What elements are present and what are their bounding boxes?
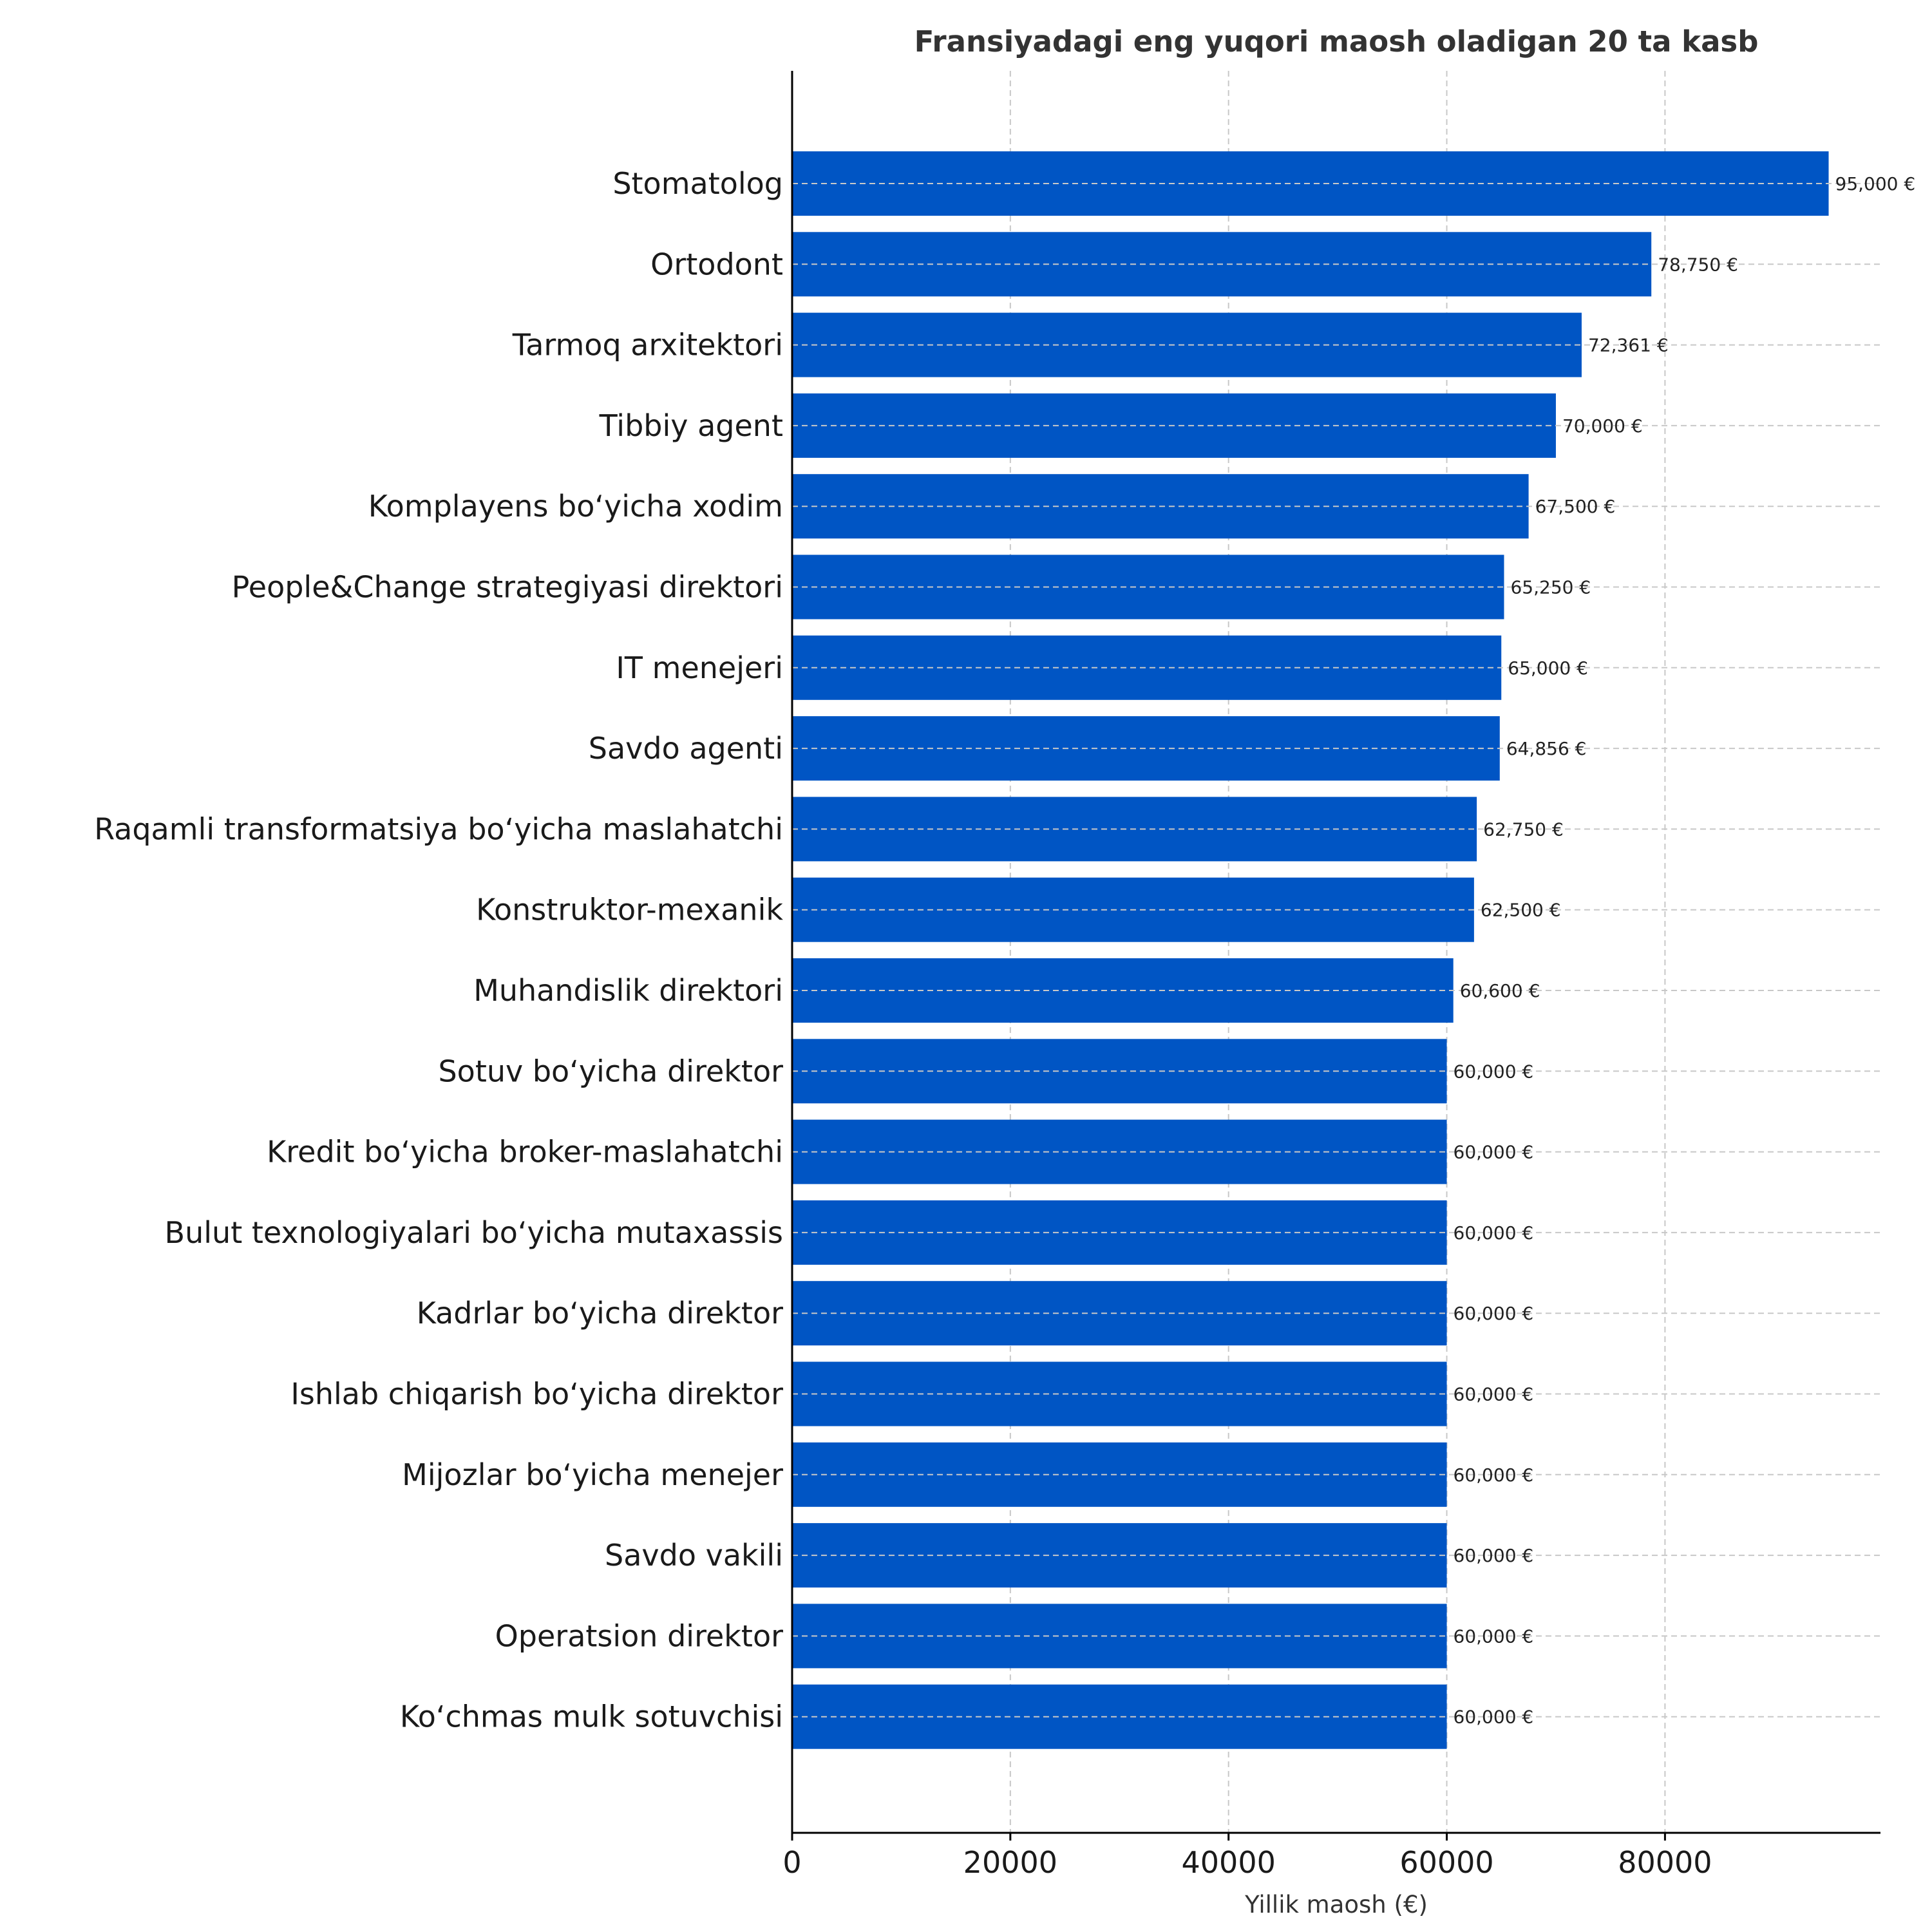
x-tick-labels: 0 20000 40000 60000 80000 xyxy=(782,1845,1712,1880)
x-tick-label: 40000 xyxy=(1182,1845,1276,1880)
category-label: Ortodont xyxy=(650,247,783,281)
x-tick-label: 60000 xyxy=(1399,1845,1493,1880)
data-label: 60,000 € xyxy=(1454,1625,1534,1647)
category-label: People&Change strategiyasi direktori xyxy=(232,570,783,605)
category-label: IT menejeri xyxy=(616,650,783,685)
data-label: 60,000 € xyxy=(1454,1303,1534,1324)
value-labels: 95,000 € 78,750 € 72,361 € 70,000 € 67,500 €… xyxy=(1454,173,1916,1728)
category-labels: Stomatolog Ortodont Tarmoq arxitektori Tibb… xyxy=(94,166,783,1734)
data-label: 60,000 € xyxy=(1454,1061,1534,1082)
data-label: 67,500 € xyxy=(1535,496,1616,517)
data-label: 70,000 € xyxy=(1562,415,1643,437)
category-label: Muhandislik direktori xyxy=(473,973,783,1008)
data-label: 60,000 € xyxy=(1454,1545,1534,1566)
category-label: Tibbiy agent xyxy=(599,408,783,443)
category-label: Raqamli transformatsiya boʻyicha maslaha… xyxy=(94,811,783,846)
category-label: Tarmoq arxitektori xyxy=(512,328,783,363)
category-label: Operatsion direktor xyxy=(495,1618,784,1653)
chart-title: Fransiyadagi eng yuqori maosh oladigan 2… xyxy=(914,24,1759,59)
category-label: Kadrlar boʻyicha direktor xyxy=(417,1296,783,1331)
category-label: Konstruktor-mexanik xyxy=(476,893,783,927)
data-label: 62,500 € xyxy=(1481,900,1561,921)
x-tick-label: 0 xyxy=(782,1845,801,1880)
x-axis-label: Yillik maosh (€) xyxy=(1244,1891,1428,1918)
data-label: 65,000 € xyxy=(1508,658,1588,679)
data-label: 95,000 € xyxy=(1835,173,1916,194)
x-tick-label: 20000 xyxy=(963,1845,1057,1880)
data-label: 64,856 € xyxy=(1506,738,1587,759)
data-label: 72,361 € xyxy=(1588,335,1669,356)
category-label: Mijozlar boʻyicha menejer xyxy=(402,1457,783,1492)
data-label: 60,000 € xyxy=(1454,1707,1534,1728)
data-label: 65,250 € xyxy=(1510,577,1591,598)
category-label: Komplayens boʻyicha xodim xyxy=(368,489,783,524)
data-label: 60,000 € xyxy=(1454,1464,1534,1486)
data-label: 60,000 € xyxy=(1454,1384,1534,1405)
x-tick-label: 80000 xyxy=(1618,1845,1712,1880)
data-label: 78,750 € xyxy=(1658,254,1738,275)
data-label: 60,000 € xyxy=(1454,1222,1534,1244)
axes xyxy=(791,71,1880,1841)
category-label: Kredit boʻyicha broker-maslahatchi xyxy=(267,1135,783,1170)
category-label: Savdo vakili xyxy=(605,1538,783,1573)
data-label: 60,600 € xyxy=(1460,980,1540,1001)
category-label: Savdo agenti xyxy=(589,731,783,766)
data-label: 62,750 € xyxy=(1483,819,1564,840)
category-label: Ishlab chiqarish boʻyicha direktor xyxy=(290,1377,783,1412)
category-label: Koʻchmas mulk sotuvchisi xyxy=(400,1700,783,1734)
category-label: Sotuv boʻyicha direktor xyxy=(438,1054,783,1088)
category-label: Bulut texnologiyalari boʻyicha mutaxassi… xyxy=(165,1215,783,1250)
category-label: Stomatolog xyxy=(612,166,783,201)
bar-gridlines xyxy=(792,183,1880,1718)
data-label: 60,000 € xyxy=(1454,1142,1534,1163)
